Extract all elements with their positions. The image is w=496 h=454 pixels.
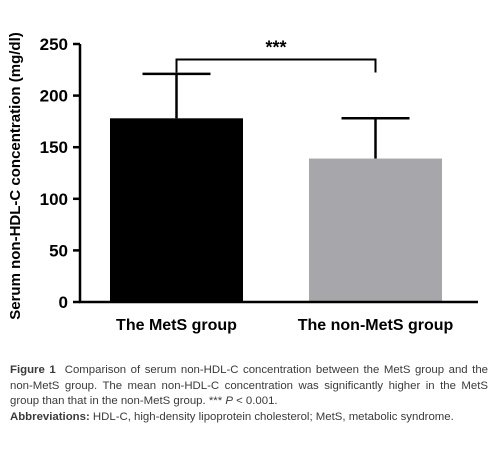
abbreviations-text: HDL-C, high-density lipoprotein choleste…	[92, 410, 454, 423]
y-axis-label: Serum non-HDL-C concentration (mg/dl)	[7, 32, 24, 320]
significance-bracket	[175, 58, 377, 73]
y-tick-label: 100	[40, 190, 68, 209]
y-tick-label: 250	[40, 35, 68, 54]
figure-caption: Figure 1 Comparison of serum non-HDL-C c…	[10, 363, 488, 425]
y-tick-label: 200	[40, 87, 68, 106]
x-category-label: The non-MetS group	[298, 317, 454, 334]
bar	[110, 118, 243, 302]
x-category-label: The MetS group	[116, 317, 237, 334]
bar	[309, 158, 442, 302]
p-symbol: P	[225, 395, 233, 407]
y-tick-label: 50	[49, 241, 68, 260]
bar-chart: Serum non-HDL-C concentration (mg/dl) 0 5…	[7, 32, 478, 334]
p-value: < 0.001.	[232, 395, 278, 407]
y-tick-label: 150	[40, 138, 68, 157]
abbreviations-label: Abbreviations:	[10, 410, 90, 423]
caption-text: Comparison of serum non-HDL-C concentrat…	[10, 364, 488, 407]
figure-label: Figure 1	[10, 364, 56, 376]
y-tick-label: 0	[59, 293, 68, 312]
significance-label: ***	[265, 37, 286, 57]
